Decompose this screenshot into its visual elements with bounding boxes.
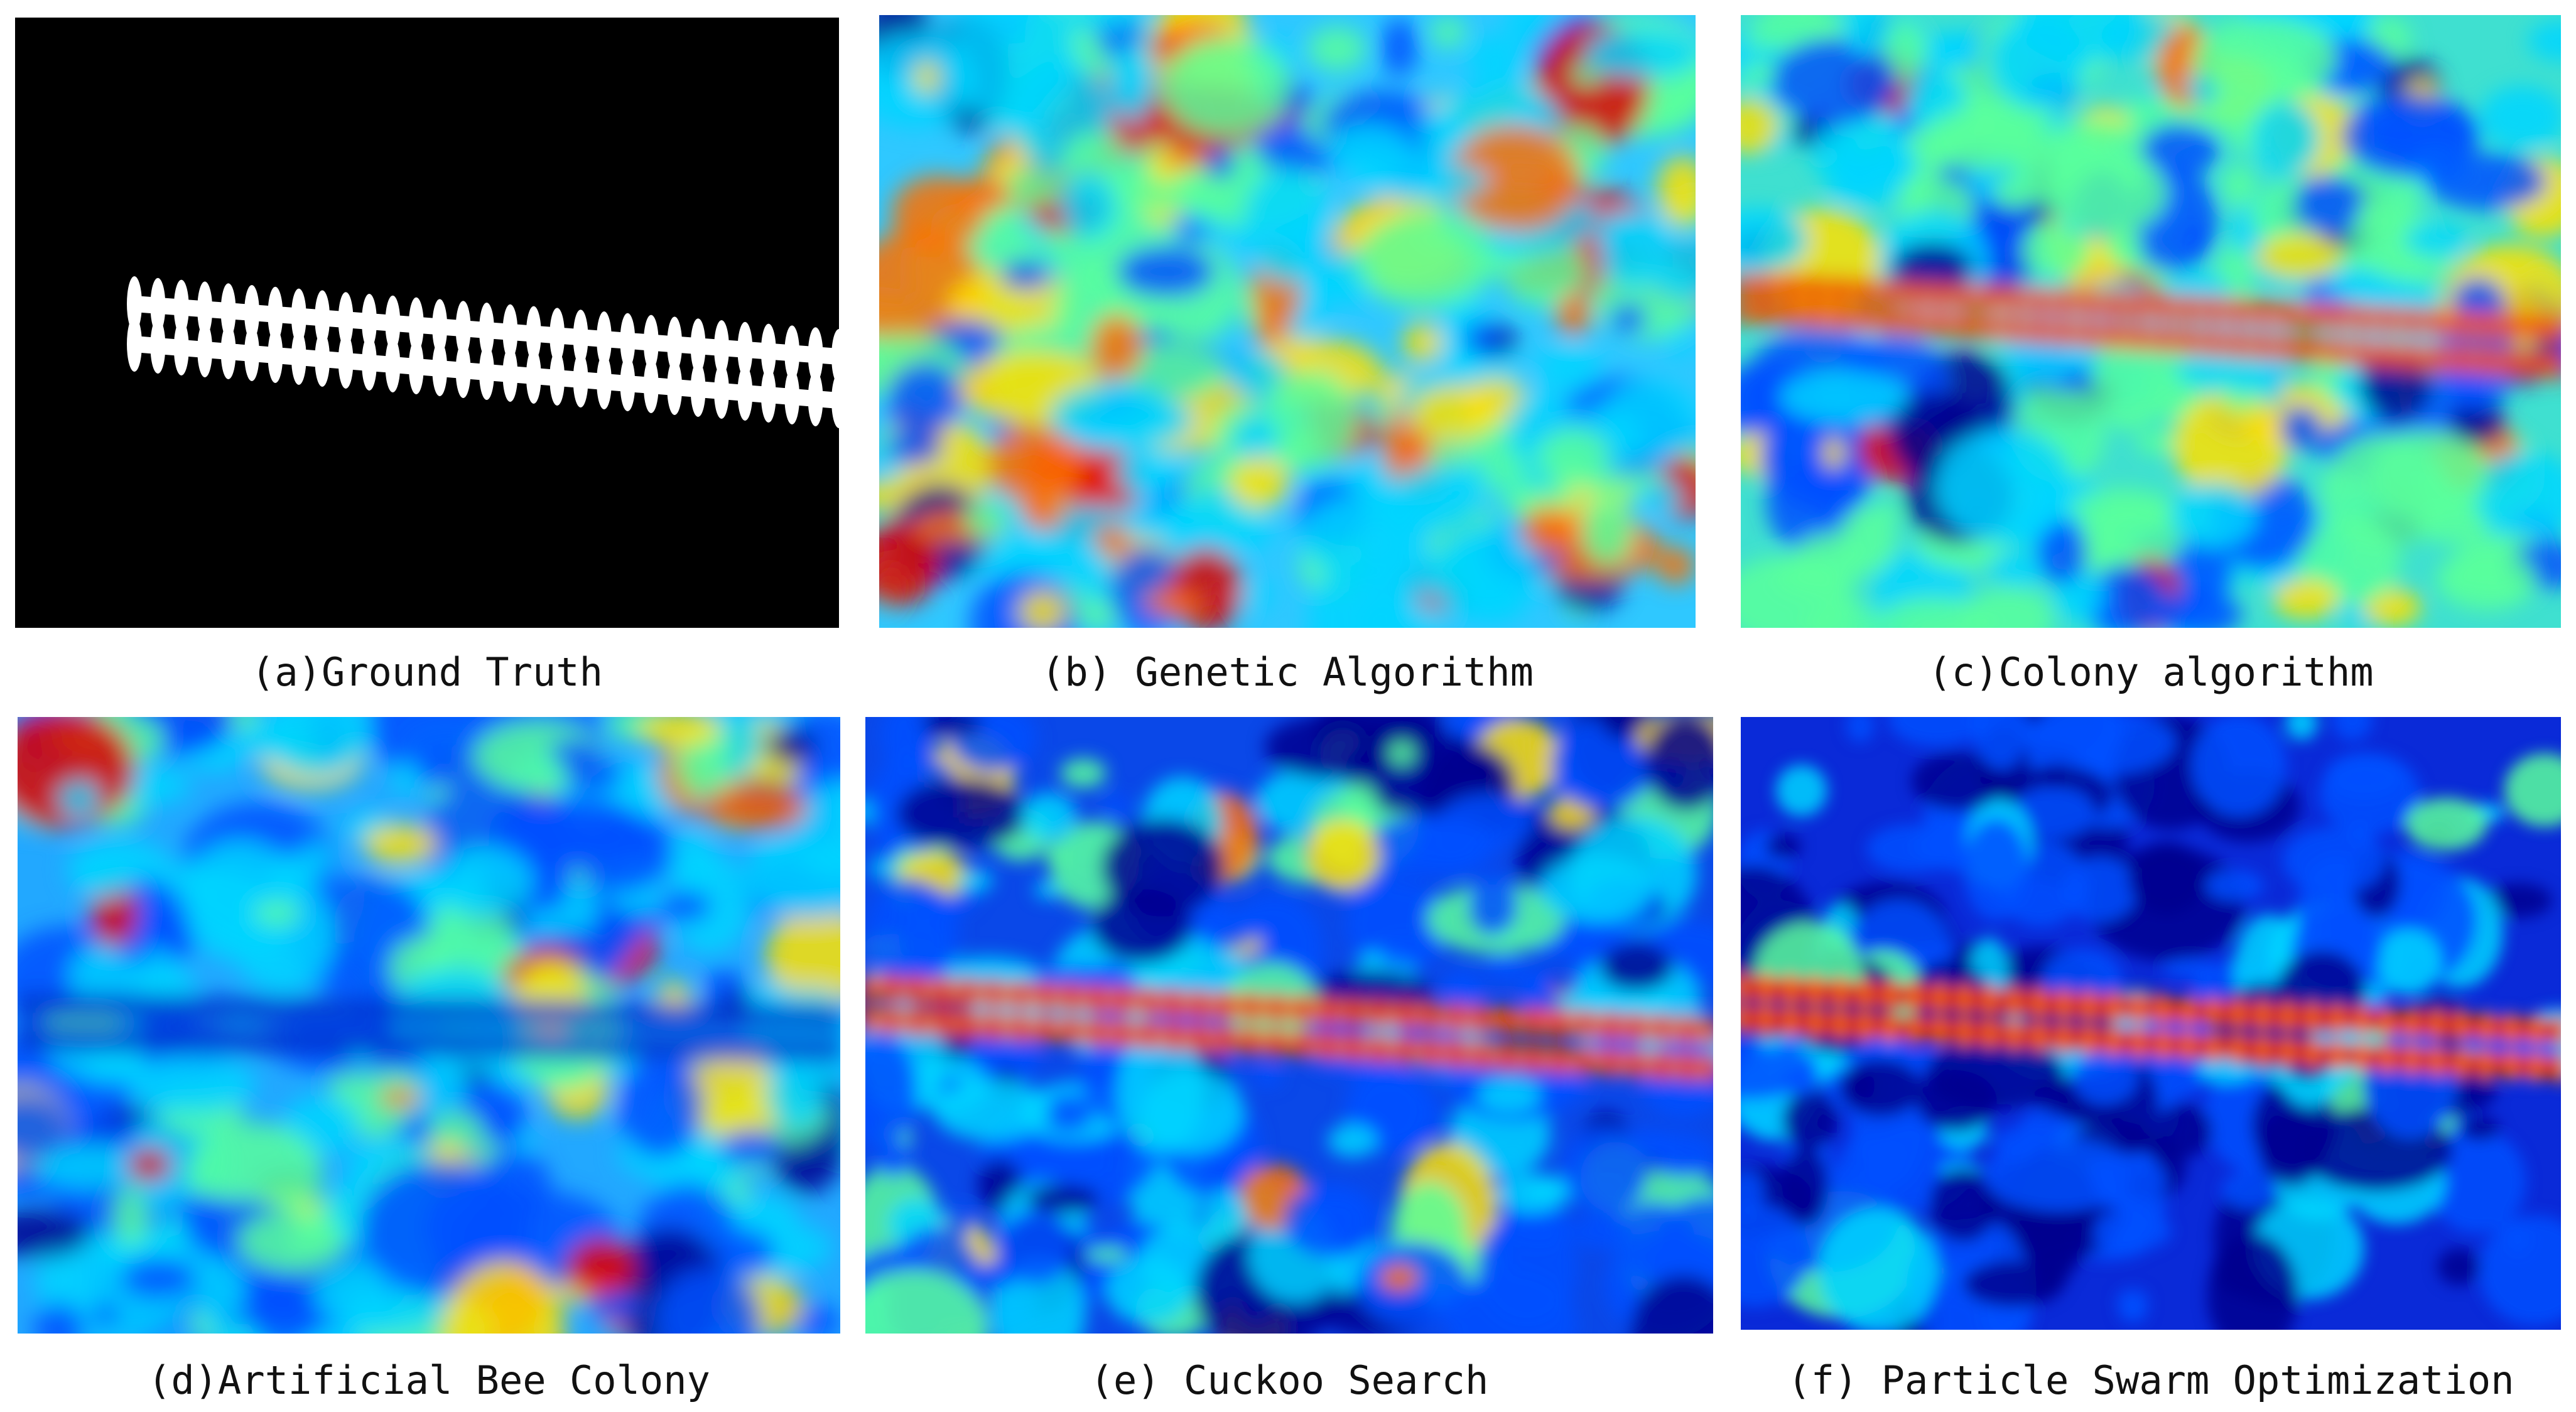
caption-f: (f) Particle Swarm Optimization [1787, 1357, 2514, 1403]
panel-e-cuckoo-search-heatmap [865, 717, 1713, 1334]
caption-a: (a)Ground Truth [251, 649, 603, 695]
panel-c-colony-algorithm-heatmap [1741, 15, 2561, 628]
caption-d: (d)Artificial Bee Colony [148, 1357, 710, 1403]
panel-a-ground-truth-image [15, 18, 839, 628]
panel-b-genetic-algorithm-heatmap [879, 15, 1696, 628]
panel-d-artificial-bee-colony-heatmap [18, 717, 840, 1334]
caption-b: (b) Genetic Algorithm [1041, 649, 1534, 695]
panel-f-particle-swarm-optimization-heatmap [1741, 717, 2561, 1330]
caption-e: (e) Cuckoo Search [1090, 1357, 1489, 1403]
caption-c: (c)Colony algorithm [1928, 649, 2374, 695]
